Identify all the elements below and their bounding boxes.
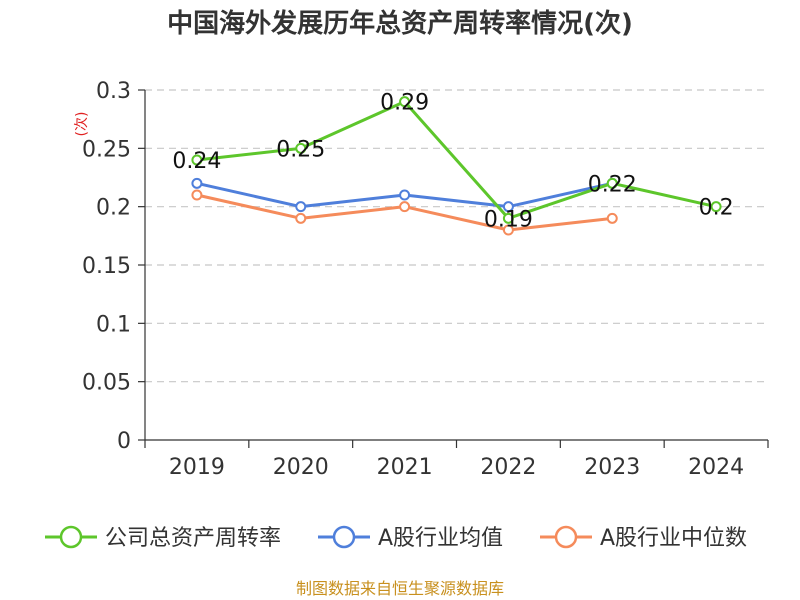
x-tick-label: 2021 <box>377 455 433 480</box>
data-label: 0.24 <box>172 149 221 174</box>
legend-item-0: 公司总资产周转率 <box>45 525 281 551</box>
y-tick-label: 0.3 <box>96 79 131 104</box>
data-label: 0.29 <box>380 91 429 116</box>
legend-label: 公司总资产周转率 <box>105 526 281 551</box>
data-point <box>502 212 514 224</box>
x-tick-label: 2020 <box>273 455 329 480</box>
y-tick-label: 0.15 <box>82 254 131 279</box>
data-point <box>710 201 722 213</box>
legend-marker <box>554 525 578 549</box>
data-label: 0.22 <box>588 172 637 197</box>
source-note: 制图数据来自恒生聚源数据库 <box>296 579 504 598</box>
data-point <box>606 212 618 224</box>
data-point <box>502 224 514 236</box>
legend-marker <box>332 525 356 549</box>
legend-label: A股行业中位数 <box>600 526 747 551</box>
data-point <box>502 201 514 213</box>
y-axis-label: (次) <box>74 112 90 137</box>
legend-item-1: A股行业均值 <box>318 525 503 551</box>
x-tick-label: 2023 <box>584 455 640 480</box>
data-label-layer: 0.24 0.25 0.29 0.19 0.22 0.2 <box>172 91 733 233</box>
data-point <box>606 177 618 189</box>
y-tick-label: 0.1 <box>96 312 131 337</box>
x-tick-label: 2019 <box>169 455 225 480</box>
data-label: 0.2 <box>699 196 734 221</box>
data-point <box>191 177 203 189</box>
series-line <box>196 100 717 220</box>
data-point <box>295 201 307 213</box>
data-point <box>399 96 411 108</box>
y-tick-label: 0.05 <box>82 371 131 396</box>
data-label: 0.19 <box>484 207 533 232</box>
x-tick-label: 2024 <box>688 455 744 480</box>
legend-item-2: A股行业中位数 <box>540 525 747 551</box>
y-tick-label: 0 <box>117 429 131 454</box>
data-label: 0.25 <box>276 137 325 162</box>
series-0 <box>191 96 722 224</box>
data-point <box>295 142 307 154</box>
y-tick-label: 0.25 <box>82 137 131 162</box>
axis-layer: 0 0.05 0.1 0.15 0.2 0.25 0.3 2019 2020 2021 2022 20… <box>74 79 769 480</box>
legend: 公司总资产周转率 A股行业均值 A股行业中位数 <box>45 525 747 551</box>
data-point <box>399 189 411 201</box>
series-1 <box>191 177 618 213</box>
legend-label: A股行业均值 <box>378 526 503 551</box>
series-2 <box>191 189 618 236</box>
x-tick-label: 2022 <box>480 455 536 480</box>
legend-marker <box>59 525 83 549</box>
chart-title: 中国海外发展历年总资产周转率情况(次) <box>167 8 633 39</box>
data-point <box>191 189 203 201</box>
y-tick-label: 0.2 <box>96 196 131 221</box>
grid-layer <box>145 89 768 383</box>
data-point <box>191 154 203 166</box>
series-layer <box>191 96 722 236</box>
data-point <box>295 212 307 224</box>
data-point <box>399 201 411 213</box>
